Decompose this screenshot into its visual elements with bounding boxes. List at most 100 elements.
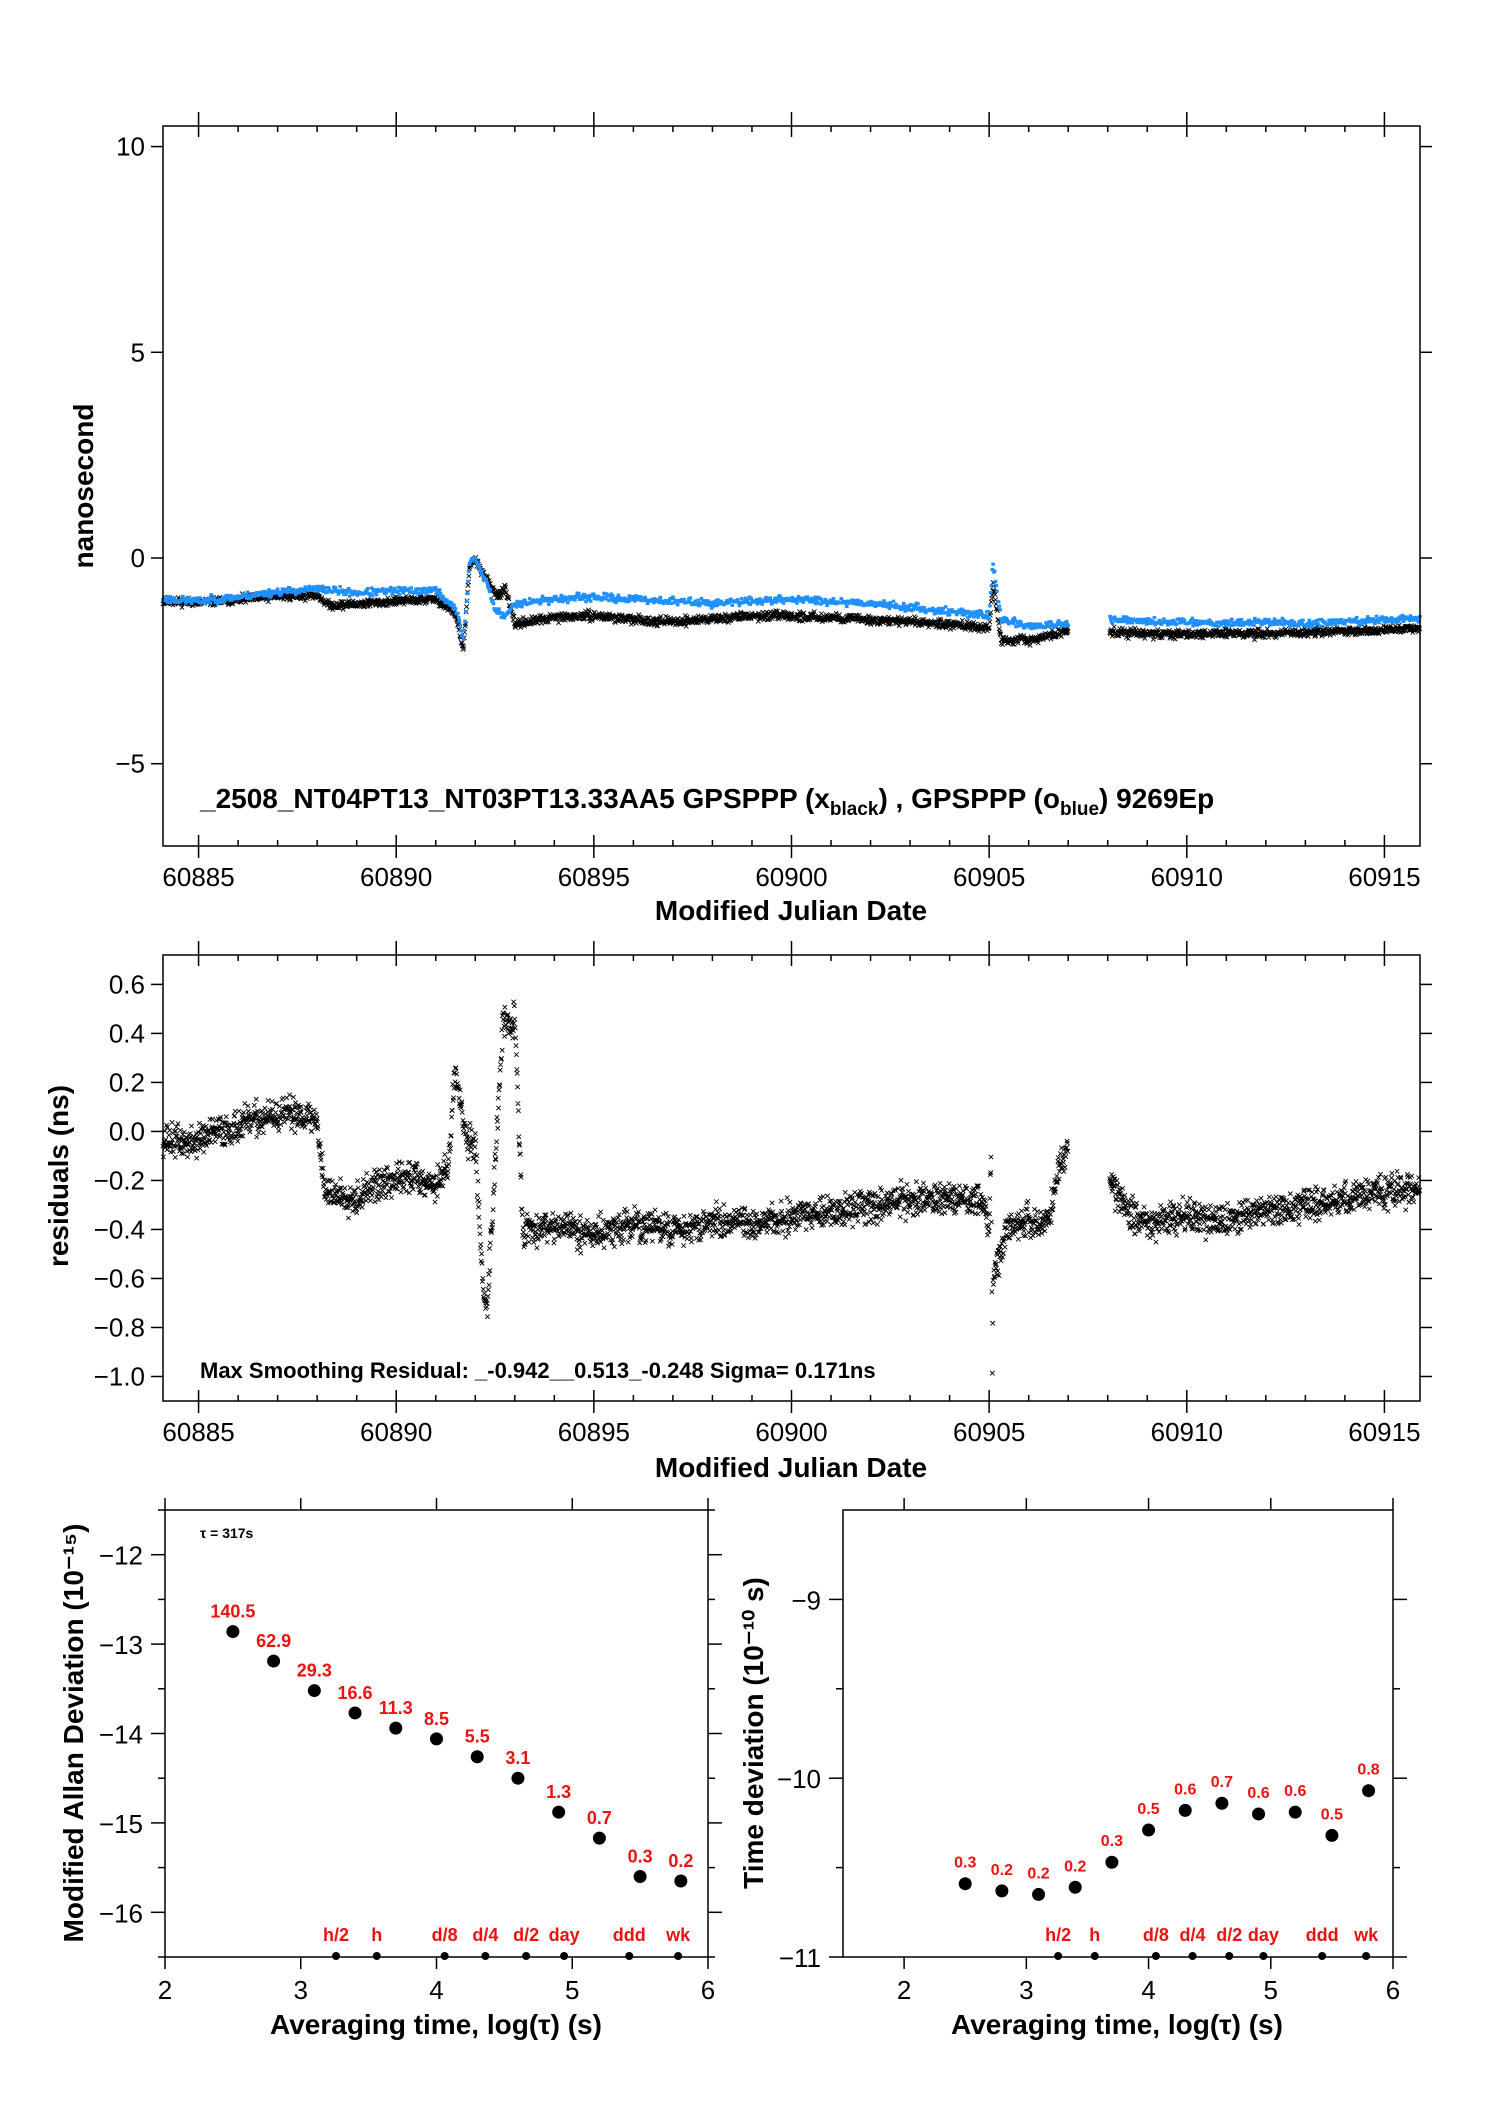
mdev-time-marker-label: h/2: [323, 1925, 349, 1945]
tdev-point: [1105, 1855, 1119, 1869]
tdev-point: [1178, 1803, 1192, 1817]
residuals-y-tick-label: 0.2: [109, 1067, 145, 1097]
tdev-time-marker: [1225, 1952, 1234, 1960]
residuals-x-tick-label: 60910: [1151, 1417, 1223, 1447]
tdev-time-marker: [1259, 1952, 1268, 1960]
mdev-point-label: 16.6: [338, 1683, 373, 1703]
tdev-time-marker-label: d/2: [1216, 1925, 1242, 1945]
residuals-data: [160, 999, 1423, 1376]
mdev-point-label: 29.3: [297, 1661, 332, 1681]
residuals-y-tick-label: −1.0: [94, 1361, 145, 1391]
mdev-time-marker: [372, 1952, 381, 1960]
tdev-point-label: 0.3: [1101, 1833, 1123, 1850]
tdev-time-marker-label: h/2: [1045, 1925, 1071, 1945]
mdev-y-tick-label: −16: [99, 1898, 143, 1928]
mdev-point: [430, 1732, 443, 1746]
phase-plot-frame: [162, 125, 1421, 847]
tdev-point-label: 0.2: [1064, 1858, 1086, 1875]
tdev-x-tick-label: 3: [1019, 1975, 1033, 2005]
mdev-point-label: 8.5: [424, 1709, 449, 1729]
phase-x-tick-label: 60910: [1151, 862, 1223, 892]
tdev-point-label: 0.2: [991, 1862, 1013, 1879]
mdev-point-label: 0.7: [587, 1808, 612, 1828]
phase-panel: 60885 60890 60895 60900 60905 60910 60915 10 5 0 −…: [68, 112, 1432, 926]
tdev-point-label: 0.5: [1137, 1801, 1159, 1818]
mdev-y-tick-label: −13: [99, 1630, 143, 1660]
mdev-point: [633, 1870, 647, 1884]
tdev-point: [1142, 1823, 1156, 1837]
tdev-time-marker: [1362, 1952, 1371, 1960]
tdev-point: [1215, 1796, 1229, 1810]
mdev-point: [552, 1805, 566, 1819]
residuals-x-tick-label: 60885: [162, 1417, 234, 1447]
tdev-point: [1325, 1828, 1339, 1842]
tdev-point-label: 0.6: [1247, 1785, 1269, 1802]
mdev-time-marker-label: d/4: [472, 1925, 498, 1945]
phase-axis-ticks: 60885 60890 60895 60900 60905 60910 60915 10 5 0 −…: [115, 112, 1432, 892]
mdev-point-label: 1.3: [546, 1782, 571, 1802]
residuals-series: [160, 999, 1423, 1376]
tdev-time-marker: [1188, 1952, 1197, 1960]
residuals-x-tick-label: 60905: [953, 1417, 1025, 1447]
mdev-point: [226, 1625, 240, 1639]
mdev-axis-ticks: 2 3 4 5 6 −12 −13 −14 −15 −16: [99, 1498, 722, 2005]
mdev-time-marker-label: d/8: [432, 1925, 458, 1945]
residuals-y-tick-label: 0.4: [109, 1018, 145, 1048]
mdev-point: [389, 1721, 403, 1735]
tdev-point-label: 0.5: [1321, 1806, 1343, 1823]
tdev-point: [1288, 1805, 1302, 1819]
mdev-panel: 2 3 4 5 6 −12 −13 −14 −15 −16 140.562.9 29.3 16.6 11…: [58, 1498, 722, 2040]
mdev-point: [267, 1654, 281, 1668]
phase-ylabel: nanosecond: [68, 404, 99, 569]
mdev-point-label: 11.3: [379, 1698, 413, 1718]
mdev-plot-frame: [164, 1509, 709, 1958]
tau-label: τ = 317s: [200, 1525, 254, 1541]
residuals-y-tick-label: −0.6: [94, 1263, 145, 1293]
mdev-x-tick-label: 2: [158, 1975, 172, 2005]
mdev-point: [674, 1874, 688, 1888]
tdev-point: [1252, 1807, 1266, 1821]
phase-x-tick-label: 60915: [1348, 862, 1420, 892]
residuals-panel: 60885 60890 60895 60900 60905 60910 60915 0.6 0.…: [43, 941, 1432, 1483]
residuals-x-tick-label: 60890: [360, 1417, 432, 1447]
tdev-time-marker: [1054, 1952, 1063, 1960]
tdev-time-marker: [1151, 1952, 1160, 1960]
mdev-point-label: 0.3: [628, 1847, 653, 1867]
residuals-y-tick-label: −0.4: [94, 1214, 145, 1244]
tdev-point-label: 0.7: [1211, 1774, 1233, 1791]
residuals-y-tick-label: 0.0: [109, 1116, 145, 1146]
tdev-time-marker-label: day: [1248, 1925, 1279, 1945]
mdev-point: [511, 1771, 525, 1785]
residuals-y-tick-label: −0.2: [94, 1165, 145, 1195]
tdev-x-tick-label: 5: [1264, 1975, 1278, 2005]
mdev-point: [348, 1706, 362, 1720]
phase-x-tick-label: 60900: [755, 862, 827, 892]
phase-x-tick-label: 60885: [162, 862, 234, 892]
mdev-point: [470, 1750, 484, 1764]
tdev-y-tick-label: −11: [779, 1943, 821, 1973]
residuals-y-tick-label: −0.8: [94, 1312, 145, 1342]
tdev-point-label: 0.3: [954, 1855, 976, 1872]
mdev-point-label: 0.2: [668, 1851, 693, 1871]
tdev-time-marker-label: d/8: [1143, 1925, 1169, 1945]
phase-series-black: [160, 554, 1423, 653]
tdev-time-marker-label: ddd: [1306, 1925, 1339, 1945]
residuals-x-tick-label: 60915: [1348, 1417, 1420, 1447]
phase-title: _2508_NT04PT13_NT03PT13.33AA5 GPSPPP (xb…: [199, 783, 1214, 820]
tdev-x-tick-label: 6: [1386, 1975, 1400, 2005]
residuals-x-tick-label: 60900: [755, 1417, 827, 1447]
mdev-y-tick-label: −14: [99, 1720, 143, 1750]
mdev-time-marker-label: day: [549, 1925, 580, 1945]
tdev-plot-frame: [842, 1509, 1394, 1958]
tdev-point-label: 0.6: [1174, 1781, 1196, 1798]
mdev-time-marker: [332, 1952, 341, 1960]
tdev-y-tick-label: −10: [777, 1764, 821, 1794]
mdev-ylabel: Modified Allan Deviation (10⁻¹⁵): [58, 1524, 89, 1943]
residuals-axis-ticks: 60885 60890 60895 60900 60905 60910 60915 0.6 0.…: [94, 941, 1432, 1447]
tdev-data: 0.3 0.2 0.2 0.2 0.3 0.5 0.6 0.7 0.6 0.6 0.5 0.8 h/2 h…: [954, 1762, 1380, 1960]
mdev-point-label: 62.9: [256, 1631, 291, 1651]
tdev-point-label: 0.8: [1357, 1762, 1379, 1779]
mdev-x-tick-label: 4: [429, 1975, 443, 2005]
mdev-time-marker: [440, 1952, 449, 1960]
